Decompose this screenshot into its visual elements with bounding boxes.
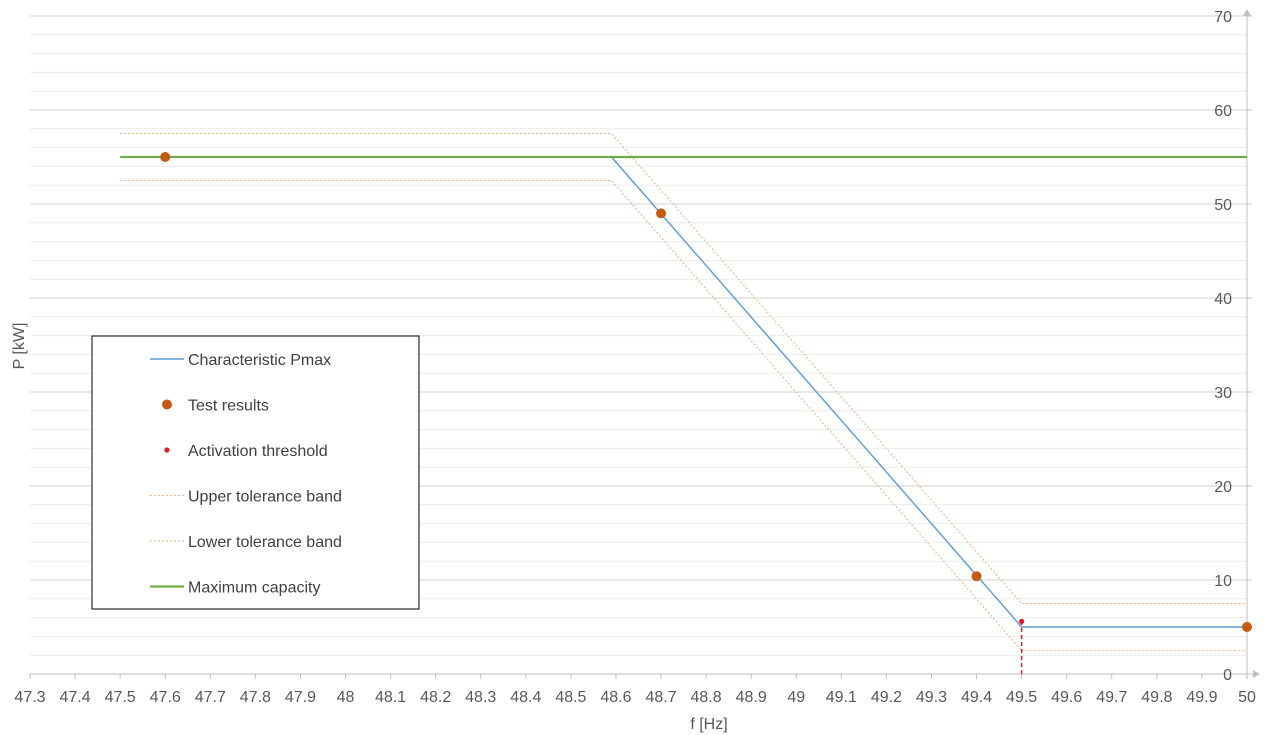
x-tick-label: 49.1 — [826, 689, 857, 706]
x-tick-label: 48.6 — [600, 689, 631, 706]
test-result-point — [160, 152, 171, 162]
x-tick-label: 49.2 — [871, 689, 902, 706]
legend-label-characteristic-pmax: Characteristic Pmax — [188, 352, 331, 369]
y-axis-arrow — [1243, 9, 1251, 16]
legend-label-activation-threshold: Activation threshold — [188, 443, 328, 460]
x-tick-label: 49.5 — [1006, 689, 1037, 706]
x-tick-label: 47.4 — [60, 689, 91, 706]
x-tick-labels: 47.3 47.4 47.5 47.6 47.7 47.8 47.9 48 48.1 48.2 48… — [14, 674, 1256, 706]
legend-label-upper-tolerance-band: Upper tolerance band — [188, 489, 342, 506]
y-tick-label: 60 — [1214, 103, 1232, 120]
legend-swatch-activation-threshold — [164, 447, 170, 453]
x-tick-label: 48.9 — [736, 689, 767, 706]
y-tick-label: 40 — [1214, 291, 1232, 308]
x-tick-label: 50 — [1238, 689, 1256, 706]
lower-tolerance-band-line — [120, 179, 1247, 652]
test-result-point — [971, 571, 982, 582]
x-tick-label: 48.4 — [510, 689, 541, 706]
y-tick-label: 70 — [1214, 9, 1232, 26]
test-result-point — [656, 208, 667, 219]
test-result-point — [1242, 622, 1252, 632]
x-tick-label: 47.6 — [150, 689, 181, 706]
x-tick-label: 48.1 — [375, 689, 406, 706]
x-axis-title: f [Hz] — [690, 716, 727, 733]
y-tick-label: 30 — [1214, 385, 1232, 402]
x-tick-label: 49 — [787, 689, 805, 706]
x-tick-label: 49.3 — [916, 689, 947, 706]
x-tick-label: 48.5 — [555, 689, 586, 706]
y-axis-title: P [kW] — [11, 323, 28, 370]
x-tick-label: 49.7 — [1096, 689, 1127, 706]
upper-tolerance-band-line — [120, 132, 1247, 605]
legend: Characteristic Pmax Test results Activatio… — [91, 335, 420, 610]
x-tick-label: 48.8 — [691, 689, 722, 706]
x-tick-label: 49.6 — [1051, 689, 1082, 706]
x-tick-label: 47.3 — [14, 689, 45, 706]
x-tick-label: 47.5 — [105, 689, 136, 706]
legend-box — [91, 335, 420, 610]
x-tick-label: 48.3 — [465, 689, 496, 706]
legend-label-test-results: Test results — [188, 398, 269, 415]
activation-threshold-point — [1019, 618, 1025, 624]
x-tick-label: 49.9 — [1186, 689, 1217, 706]
legend-label-lower-tolerance-band: Lower tolerance band — [188, 534, 342, 551]
x-tick-label: 47.7 — [195, 689, 226, 706]
axes — [30, 9, 1260, 678]
y-tick-label: 50 — [1214, 197, 1232, 214]
x-tick-label: 48 — [337, 689, 355, 706]
x-axis-arrow — [1253, 670, 1260, 678]
y-tick-labels: 0 10 20 30 40 50 60 70 — [1214, 9, 1252, 684]
y-tick-label: 10 — [1214, 573, 1232, 590]
legend-label-maximum-capacity: Maximum capacity — [188, 580, 320, 597]
characteristic-pmax-line — [610, 156, 1247, 628]
x-tick-label: 47.9 — [285, 689, 316, 706]
series-layer — [120, 132, 1252, 674]
x-tick-label: 48.7 — [645, 689, 676, 706]
x-tick-label: 49.4 — [961, 689, 992, 706]
x-tick-label: 49.8 — [1141, 689, 1172, 706]
x-tick-label: 48.2 — [420, 689, 451, 706]
y-tick-label: 20 — [1214, 479, 1232, 496]
legend-swatch-test-results — [162, 399, 172, 410]
y-tick-label: 0 — [1223, 667, 1232, 684]
x-tick-label: 47.8 — [240, 689, 271, 706]
